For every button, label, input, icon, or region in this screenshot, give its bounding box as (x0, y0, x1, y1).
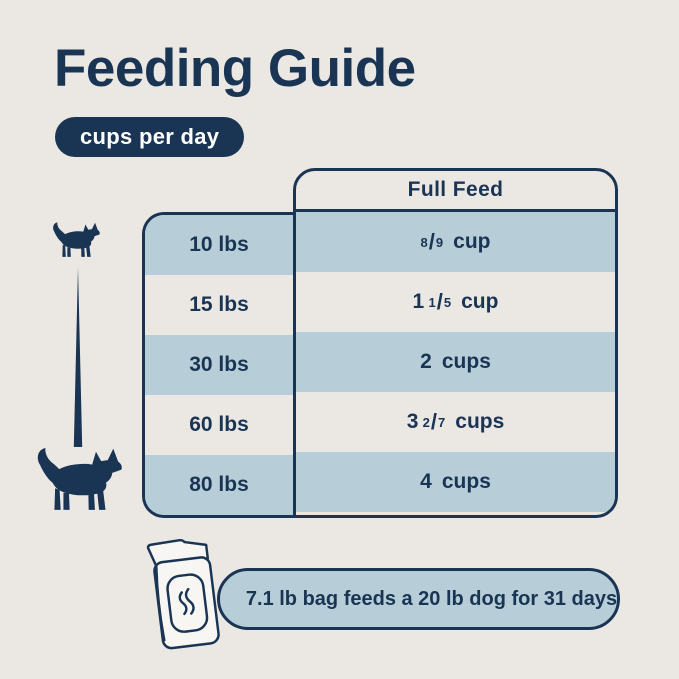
page-title: Feeding Guide (54, 39, 416, 98)
column-header: Full Feed (296, 171, 615, 212)
weight-column-rows: 10 lbs 15 lbs 30 lbs 60 lbs 80 lbs (145, 215, 293, 515)
weight-cell: 15 lbs (189, 293, 249, 316)
badge-label: cups per day (80, 124, 220, 149)
value-cell: 8/9 cup (296, 212, 615, 272)
value-cell: 4 cups (296, 452, 615, 512)
weight-cell: 80 lbs (145, 455, 293, 515)
cups-per-day-badge: cups per day (55, 117, 245, 157)
large-dog-icon (37, 447, 122, 510)
bag-note-text: 7.1 lb bag feeds a 20 lb dog for 31 days (245, 587, 618, 610)
weight-cell: 30 lbs (145, 335, 293, 395)
weight-cell: 10 lbs (145, 215, 293, 275)
size-scale-triangle-icon (73, 267, 83, 447)
value-cell: 2 cups (296, 332, 615, 392)
dog-food-bag-icon (146, 538, 220, 650)
bag-note-pill: 7.1 lb bag feeds a 20 lb dog for 31 days (217, 568, 620, 630)
small-dog-icon (53, 222, 100, 257)
value-column-rows: 8/9 cup 1 1/5 cup 2 cups 3 2/7 cups 4 cups (296, 212, 615, 512)
full-feed-column: Full Feed 8/9 cup 1 1/5 cup 2 cups 3 2/7 cu… (293, 168, 618, 518)
column-header-label: Full Feed (407, 178, 504, 201)
value-cell: 3 2/7 cups (406, 409, 505, 434)
weight-column: 10 lbs 15 lbs 30 lbs 60 lbs 80 lbs (142, 212, 293, 518)
weight-cell: 60 lbs (189, 413, 249, 436)
value-cell: 1 1/5 cup (412, 289, 499, 314)
